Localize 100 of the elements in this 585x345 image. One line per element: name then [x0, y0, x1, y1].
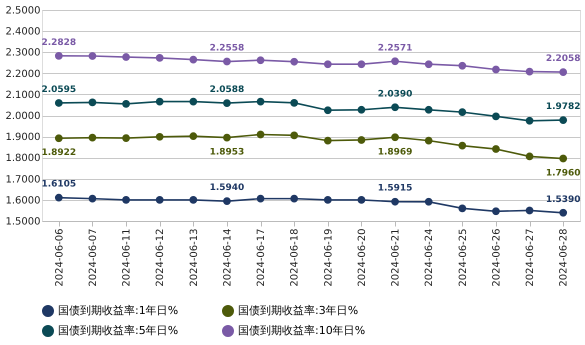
point: [424, 106, 433, 114]
x-tick-label: 2024-06-07: [88, 228, 99, 287]
point: [189, 196, 198, 204]
point: [122, 53, 130, 61]
data-label: 2.0595: [41, 84, 76, 95]
point: [189, 98, 198, 106]
point: [88, 194, 96, 202]
y-tick-label: 2.5000: [6, 6, 40, 16]
point: [458, 204, 466, 212]
point: [358, 196, 366, 204]
point: [391, 133, 399, 142]
point: [54, 134, 63, 142]
point: [324, 60, 332, 68]
y-tick-label: 2.3000: [6, 48, 40, 59]
point: [358, 106, 366, 114]
point: [424, 198, 433, 206]
data-label: 2.0588: [210, 85, 244, 96]
point: [88, 98, 96, 106]
point: [324, 196, 332, 204]
point: [156, 54, 164, 62]
x-tick-label: 2024-06-26: [491, 228, 502, 287]
point: [189, 132, 198, 140]
data-label: 1.7960: [546, 168, 581, 179]
point: [290, 194, 298, 202]
y-tick-label: 1.7000: [6, 174, 40, 186]
x-tick-label: 2024-06-11: [122, 228, 133, 287]
point: [526, 152, 534, 160]
y-tick-label: 1.5000: [6, 216, 40, 228]
point: [492, 66, 500, 74]
data-label: 2.0390: [378, 89, 412, 100]
data-label: 1.5915: [378, 184, 412, 194]
point: [492, 207, 500, 216]
point: [424, 136, 433, 144]
point: [526, 68, 534, 76]
point: [391, 103, 399, 112]
point: [559, 154, 568, 162]
point: [122, 196, 130, 204]
point: [122, 100, 130, 108]
x-tick-label: 2024-06-25: [458, 228, 469, 287]
point: [156, 132, 164, 141]
x-tick-label: 2024-06-20: [356, 228, 368, 287]
data-label: 1.8969: [378, 147, 412, 158]
point: [290, 98, 298, 107]
point: [189, 56, 198, 64]
point: [458, 62, 466, 70]
point: [223, 99, 231, 107]
x-tick-label: 2024-06-27: [525, 228, 536, 287]
point: [88, 52, 96, 60]
x-tick-label: 2024-06-28: [558, 228, 570, 287]
point: [526, 206, 534, 214]
point: [559, 208, 568, 217]
y-tick-label: 2.4000: [6, 26, 40, 38]
x-tick-label: 2024-06-13: [188, 228, 200, 287]
x-tick-label: 2024-06-18: [290, 228, 301, 287]
data-label: 1.8953: [210, 148, 244, 158]
point: [156, 196, 164, 204]
point: [324, 136, 332, 144]
x-tick-label: 2024-06-06: [54, 228, 66, 287]
point: [358, 136, 366, 144]
point: [492, 145, 500, 153]
point: [256, 98, 264, 106]
point: [223, 58, 231, 66]
point: [559, 68, 568, 76]
y-tick-label: 1.6000: [6, 195, 40, 206]
point: [256, 56, 264, 64]
legend-label: 国债到期收益率:5年日%: [58, 324, 178, 337]
legend-label: 国债到期收益率:3年日%: [238, 304, 358, 317]
x-tick-label: 2024-06-24: [424, 228, 436, 287]
y-tick-label: 1.8000: [6, 153, 40, 164]
data-label: 2.2558: [210, 44, 244, 54]
x-tick-label: 2024-06-19: [323, 228, 334, 287]
point: [122, 134, 130, 142]
data-label: 2.2828: [41, 38, 76, 48]
point: [458, 108, 466, 116]
point: [324, 106, 332, 114]
y-tick-label: 2.0000: [6, 111, 40, 122]
point: [391, 57, 399, 66]
x-tick-label: 2024-06-12: [155, 228, 166, 287]
y-tick-label: 2.1000: [6, 90, 40, 101]
data-label: 1.8922: [41, 148, 76, 158]
y-tick-label: 1.9000: [6, 132, 40, 144]
point: [223, 197, 231, 206]
legend-label: 国债到期收益率:10年日%: [238, 324, 366, 337]
data-label: 1.6105: [41, 180, 76, 190]
point: [391, 198, 399, 206]
point: [156, 98, 164, 106]
x-tick-label: 2024-06-17: [256, 228, 268, 287]
point: [54, 194, 63, 202]
y-tick-label: 2.2000: [6, 68, 40, 80]
x-tick-label: 2024-06-21: [390, 228, 402, 287]
point: [54, 99, 63, 107]
data-label: 1.5940: [210, 183, 244, 194]
point: [559, 116, 568, 124]
legend-label: 国债到期收益率:1年日%: [58, 304, 178, 317]
point: [256, 194, 264, 202]
point: [223, 134, 231, 142]
point: [290, 131, 298, 140]
point: [256, 130, 264, 138]
point: [424, 60, 433, 68]
x-tick-label: 2024-06-14: [222, 228, 234, 287]
